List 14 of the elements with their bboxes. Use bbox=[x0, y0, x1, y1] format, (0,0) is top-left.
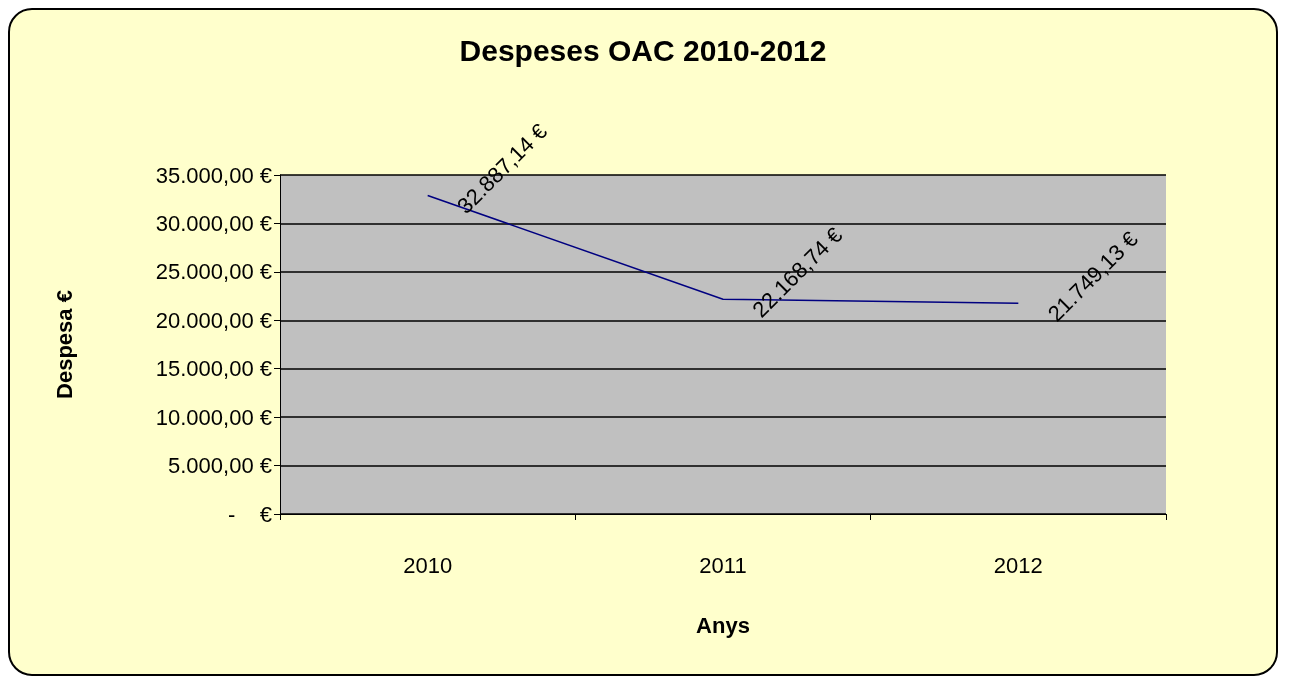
y-axis-title: Despesa € bbox=[51, 290, 77, 399]
x-tick-label: 2010 bbox=[403, 552, 453, 578]
x-axis-title: Anys bbox=[696, 612, 750, 638]
y-tick-label: 35.000,00 € bbox=[155, 162, 272, 188]
x-tick-label: 2012 bbox=[993, 552, 1043, 578]
y-tick-label: 5.000,00 € bbox=[168, 453, 272, 479]
y-tick-label: 15.000,00 € bbox=[155, 356, 272, 382]
y-tick-label: 10.000,00 € bbox=[155, 404, 272, 430]
y-tick-label: - € bbox=[227, 501, 272, 527]
y-tick-label: 20.000,00 € bbox=[155, 307, 272, 333]
y-tick-label: 30.000,00 € bbox=[155, 210, 272, 236]
chart-title: Despeses OAC 2010-2012 bbox=[459, 33, 827, 67]
x-tick-label: 2011 bbox=[699, 552, 747, 578]
y-tick-label: 25.000,00 € bbox=[155, 259, 272, 285]
